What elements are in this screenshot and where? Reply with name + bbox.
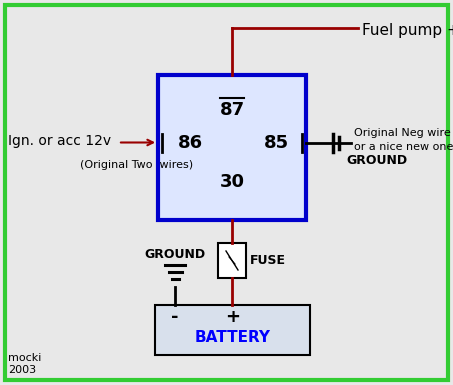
Text: 30: 30 — [220, 173, 245, 191]
Text: 86: 86 — [178, 134, 202, 152]
Text: GROUND: GROUND — [346, 154, 407, 167]
Text: 2003: 2003 — [8, 365, 36, 375]
Text: or a nice new one: or a nice new one — [354, 142, 453, 152]
Text: FUSE: FUSE — [250, 254, 286, 267]
Text: (Original Two  wires): (Original Two wires) — [80, 159, 193, 169]
Bar — [155, 305, 310, 355]
Text: mocki: mocki — [8, 353, 41, 363]
Text: BATTERY: BATTERY — [194, 330, 270, 345]
Text: -: - — [171, 308, 179, 326]
Bar — [158, 75, 306, 220]
Text: 87: 87 — [219, 101, 245, 119]
Bar — [218, 243, 246, 278]
Text: 85: 85 — [264, 134, 289, 152]
Text: Original Neg wire: Original Neg wire — [354, 127, 451, 137]
Text: Ign. or acc 12v: Ign. or acc 12v — [8, 134, 111, 147]
Text: +: + — [226, 308, 241, 326]
Text: GROUND: GROUND — [145, 248, 206, 261]
Text: Fuel pump +: Fuel pump + — [362, 22, 453, 37]
